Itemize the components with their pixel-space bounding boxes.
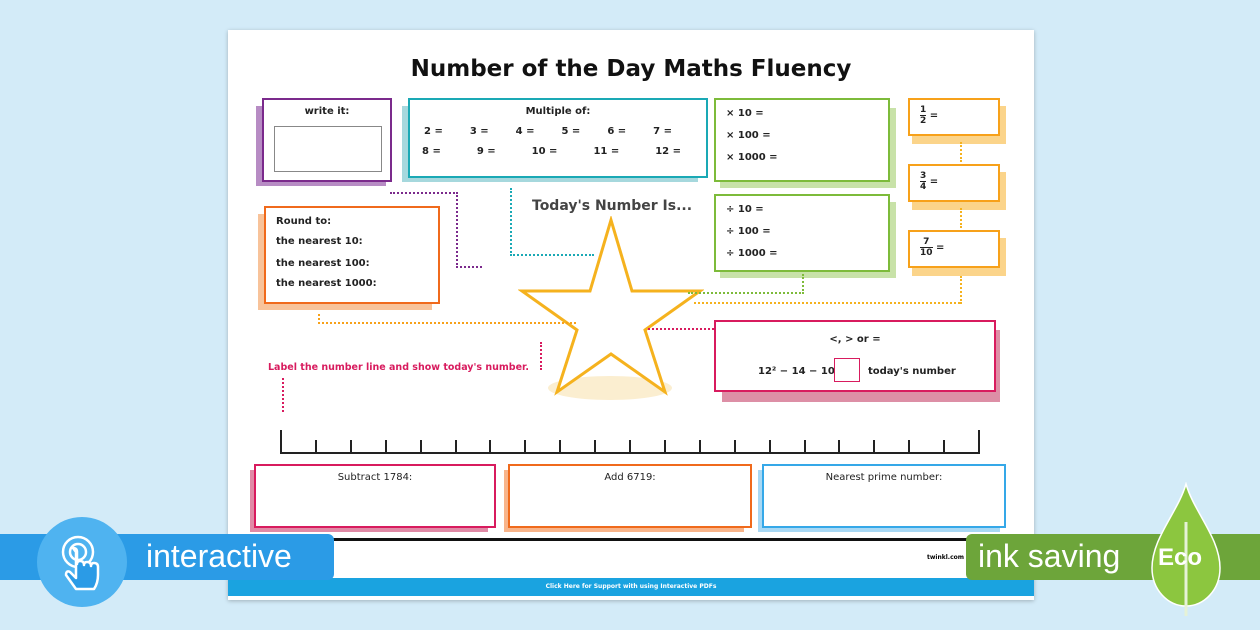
number-line-tick xyxy=(314,440,317,454)
number-line-label: Label the number line and show today's n… xyxy=(268,362,529,373)
fraction-den: 10 xyxy=(920,248,933,258)
multiple-item: 4 = xyxy=(515,126,535,137)
fraction-eq: = xyxy=(929,176,939,188)
round-to-label: Round to: xyxy=(276,216,332,227)
number-line-tick xyxy=(838,440,841,454)
divide-item: ÷ 10 = xyxy=(726,204,764,215)
fraction-den: 2 xyxy=(920,116,927,126)
number-line-tick xyxy=(454,440,457,454)
divide-item: ÷ 1000 = xyxy=(726,248,778,259)
fraction-box: 7 10 = xyxy=(908,230,1000,268)
write-it-box: write it: xyxy=(262,98,392,182)
multiply-item: × 10 = xyxy=(726,108,764,119)
round-to-item: the nearest 1000: xyxy=(276,278,377,289)
subtract-box[interactable]: Subtract 1784: xyxy=(254,464,496,528)
number-line-tick xyxy=(384,440,387,454)
compare-right-label: today's number xyxy=(868,366,956,377)
write-it-label: write it: xyxy=(304,106,350,117)
number-line-tick xyxy=(943,440,946,454)
number-line-tick xyxy=(559,440,562,454)
compare-expression: 12² − 14 − 10 xyxy=(758,366,835,377)
number-line-tick xyxy=(349,440,352,454)
round-to-item: the nearest 10: xyxy=(276,236,363,247)
round-to-item: the nearest 100: xyxy=(276,258,370,269)
website: twinkl.com xyxy=(927,554,964,561)
add-label: Add 6719: xyxy=(604,472,656,483)
compare-box: <, > or = 12² − 14 − 10 today's number xyxy=(714,320,996,392)
touch-hand-icon xyxy=(37,517,127,607)
number-line-tick xyxy=(419,440,422,454)
multiple-item: 10 = xyxy=(531,146,558,157)
write-it-input[interactable] xyxy=(274,126,382,172)
fraction-num: 3 xyxy=(920,171,927,182)
multiply-box: × 10 = × 100 = × 1000 = xyxy=(714,98,890,182)
multiple-item: 6 = xyxy=(607,126,627,137)
number-line-tick xyxy=(768,440,771,454)
number-line-tick xyxy=(280,430,282,454)
number-line-tick xyxy=(733,440,736,454)
footer-divider xyxy=(228,538,1034,541)
worksheet-page: Number of the Day Maths Fluency write it… xyxy=(228,30,1034,600)
number-line-tick xyxy=(698,440,701,454)
number-line-tick xyxy=(663,440,666,454)
number-line-tick xyxy=(629,440,631,454)
round-to-box: Round to: the nearest 10: the nearest 10… xyxy=(264,206,440,304)
multiple-of-label: Multiple of: xyxy=(525,106,591,117)
compare-label: <, > or = xyxy=(829,334,881,345)
multiple-item: 5 = xyxy=(561,126,581,137)
interactive-label: interactive xyxy=(146,538,292,574)
multiple-item: 12 = xyxy=(655,146,681,157)
ink-saving-label: ink saving xyxy=(978,538,1121,574)
subtract-label: Subtract 1784: xyxy=(337,472,413,483)
divide-item: ÷ 100 = xyxy=(726,226,771,237)
divide-box: ÷ 10 = ÷ 100 = ÷ 1000 = xyxy=(714,194,890,272)
multiple-item: 2 = xyxy=(424,126,443,137)
number-line-tick xyxy=(978,430,980,454)
number-line-tick xyxy=(873,440,876,454)
number-line-tick xyxy=(524,440,527,454)
multiple-of-box: Multiple of: 2 = 3 = 4 = 5 = 6 = 7 = 8 =… xyxy=(408,98,708,178)
support-link[interactable]: Click Here for Support with using Intera… xyxy=(228,578,1034,596)
multiply-item: × 1000 = xyxy=(726,152,778,163)
compare-input[interactable] xyxy=(834,358,860,382)
star-icon[interactable] xyxy=(518,216,704,406)
fraction-den: 4 xyxy=(920,182,927,192)
number-line-tick xyxy=(594,440,597,454)
multiply-item: × 100 = xyxy=(726,130,771,141)
eco-label: Eco xyxy=(1158,544,1203,571)
number-line-tick xyxy=(489,440,492,454)
eco-leaf-icon xyxy=(1151,482,1221,616)
multiple-item: 9 = xyxy=(476,146,496,157)
multiple-item: 7 = xyxy=(653,126,672,137)
nearest-prime-label: Nearest prime number: xyxy=(825,472,943,483)
add-box[interactable]: Add 6719: xyxy=(508,464,752,528)
fraction-eq: = xyxy=(936,242,945,254)
multiple-item: 3 = xyxy=(469,126,489,137)
todays-number-heading: Today's Number Is... xyxy=(532,198,693,214)
fraction-num: 1 xyxy=(920,105,927,116)
fraction-num: 7 xyxy=(920,237,933,248)
multiple-item: 8 = xyxy=(422,146,441,157)
number-line-tick xyxy=(908,440,911,454)
multiple-item: 11 = xyxy=(593,146,620,157)
fraction-eq: = xyxy=(929,110,939,122)
nearest-prime-box[interactable]: Nearest prime number: xyxy=(762,464,1006,528)
number-line-tick xyxy=(803,440,806,454)
page-title: Number of the Day Maths Fluency xyxy=(410,56,852,82)
